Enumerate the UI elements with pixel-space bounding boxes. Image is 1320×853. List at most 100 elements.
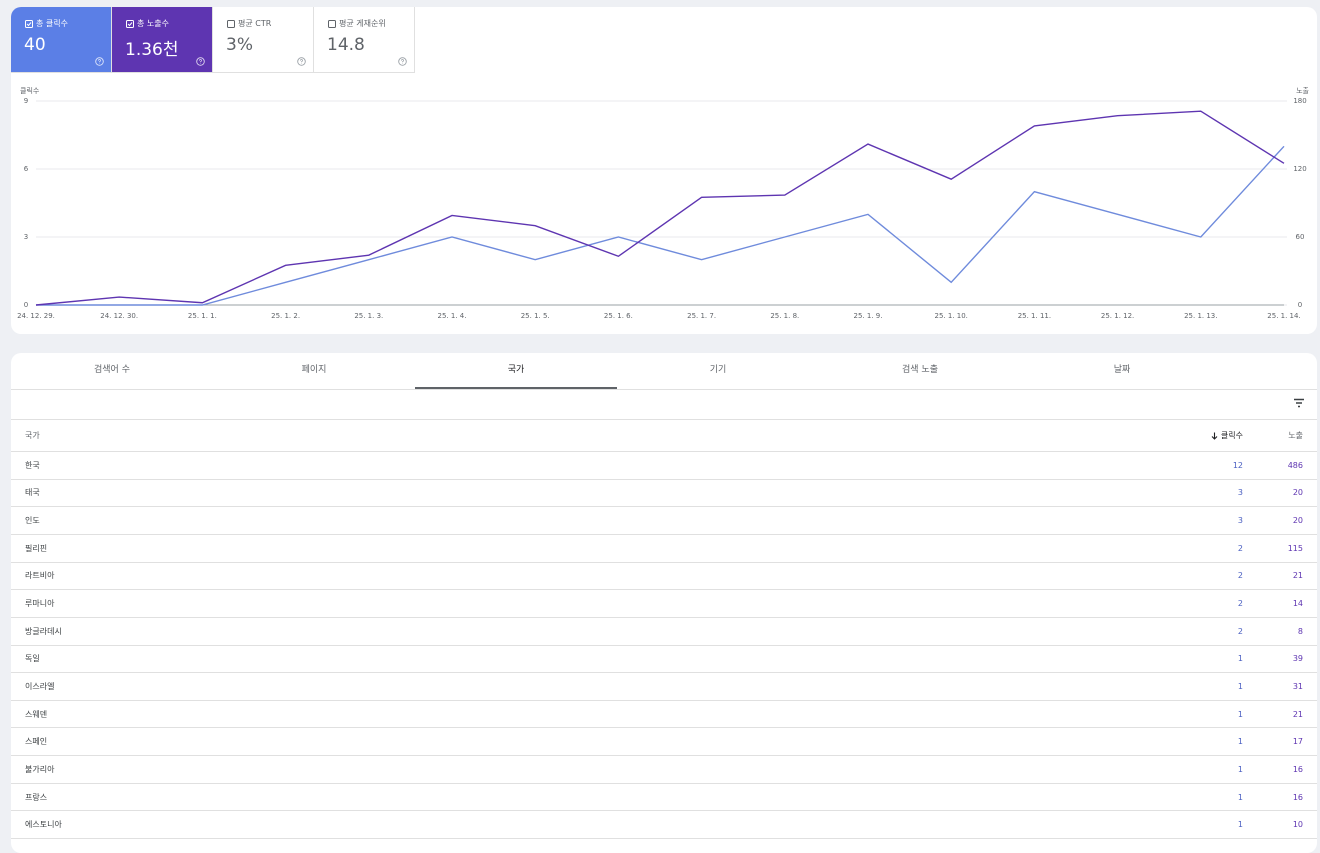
help-icon[interactable] bbox=[398, 57, 407, 66]
metric-card[interactable]: 평균 게재순위 14.8 bbox=[314, 7, 415, 73]
x-tick-label: 25. 1. 6. bbox=[604, 312, 633, 320]
table-row[interactable]: 프랑스 1 16 bbox=[11, 784, 1317, 812]
metric-label-row: 총 클릭수 bbox=[25, 18, 68, 29]
y-tick-label: 9 bbox=[24, 97, 28, 105]
x-tick-label: 25. 1. 2. bbox=[271, 312, 300, 320]
table-cell: 1 bbox=[1237, 764, 1243, 774]
table-cell: 17 bbox=[1292, 737, 1303, 747]
tab[interactable]: 기기 bbox=[709, 365, 727, 375]
table-cell: 방글라데시 bbox=[25, 626, 62, 636]
filter-bar bbox=[11, 390, 1317, 420]
checkbox[interactable] bbox=[126, 19, 134, 28]
table-row[interactable]: 필리핀 2 115 bbox=[11, 535, 1317, 563]
table-header: 국가 클릭수 노출 bbox=[11, 420, 1317, 452]
metric-label: 평균 CTR bbox=[238, 19, 272, 28]
metric-label-row: 평균 CTR bbox=[227, 18, 271, 29]
table-cell: 16 bbox=[1292, 764, 1303, 774]
tab[interactable]: 검색어 수 bbox=[94, 365, 130, 375]
help-icon[interactable] bbox=[297, 57, 306, 66]
table-row[interactable]: 방글라데시 2 8 bbox=[11, 618, 1317, 646]
table-row[interactable]: 인도 3 20 bbox=[11, 507, 1317, 535]
table-row[interactable]: 루마니아 2 14 bbox=[11, 590, 1317, 618]
column-header[interactable]: 노출 bbox=[1288, 430, 1303, 441]
table-row[interactable]: 라트비아 2 21 bbox=[11, 563, 1317, 591]
table-cell: 한국 bbox=[25, 460, 40, 470]
checkbox-box bbox=[25, 19, 33, 28]
metric-label: 총 클릭수 bbox=[36, 19, 68, 28]
table-row[interactable]: 독일 1 39 bbox=[11, 646, 1317, 674]
table-row[interactable]: 한국 12 486 bbox=[11, 452, 1317, 480]
table-cell: 2 bbox=[1237, 626, 1243, 636]
x-tick-label: 24. 12. 30. bbox=[100, 312, 138, 320]
help-circle bbox=[95, 57, 104, 66]
column-header[interactable]: 국가 bbox=[25, 430, 40, 441]
table-cell: 1 bbox=[1237, 682, 1243, 691]
y2-tick-label: 60 bbox=[1296, 233, 1305, 241]
table-cell: 1 bbox=[1237, 654, 1243, 664]
table-cell: 8 bbox=[1297, 626, 1303, 636]
tab-bar: 검색어 수 페이지 국가 기기 검색 노출 날짜 bbox=[11, 353, 1317, 390]
table-cell: 프랑스 bbox=[25, 792, 48, 802]
table-row[interactable]: 태국 3 20 bbox=[11, 480, 1317, 508]
metric-label: 평균 게재순위 bbox=[339, 19, 386, 28]
x-tick-label: 24. 12. 29. bbox=[17, 312, 55, 320]
x-tick-label: 25. 1. 1. bbox=[188, 312, 217, 320]
y2-tick-label: 180 bbox=[1293, 97, 1306, 105]
metric-label: 총 노출수 bbox=[137, 19, 169, 28]
table-row[interactable]: 스웨덴 1 21 bbox=[11, 701, 1317, 729]
tab[interactable]: 국가 bbox=[415, 353, 617, 389]
checkbox[interactable] bbox=[328, 19, 336, 28]
metric-value: 3% bbox=[226, 35, 253, 55]
table-cell: 필리핀 bbox=[25, 543, 48, 553]
x-tick-label: 25. 1. 14. bbox=[1267, 312, 1300, 320]
y-tick-label: 3 bbox=[24, 233, 28, 241]
x-tick-label: 25. 1. 7. bbox=[687, 312, 716, 320]
table-cell: 21 bbox=[1292, 709, 1303, 719]
column-header[interactable]: 클릭수 bbox=[1211, 430, 1243, 441]
help-icon[interactable] bbox=[95, 57, 104, 66]
table-row[interactable]: 불가리아 1 16 bbox=[11, 756, 1317, 784]
checkbox[interactable] bbox=[25, 19, 33, 28]
metric-card[interactable]: 총 노출수 1.36천 bbox=[112, 7, 213, 73]
table-row[interactable]: 이스라엘 1 31 bbox=[11, 673, 1317, 701]
metric-card[interactable]: 총 클릭수 40 bbox=[11, 7, 112, 73]
checkbox-box bbox=[126, 19, 134, 28]
table-cell: 라트비아 bbox=[25, 571, 55, 581]
table-cell: 독일 bbox=[25, 654, 40, 664]
table-row[interactable]: 스페인 1 17 bbox=[11, 729, 1317, 757]
series-line bbox=[35, 110, 1285, 306]
sort-arrow-path bbox=[1211, 432, 1218, 440]
table-card: 검색어 수 페이지 국가 기기 검색 노출 날짜 국가 클릭수 노출 한국 12 486 태국 3 20 인… bbox=[11, 353, 1317, 853]
tab[interactable]: 날짜 bbox=[1113, 365, 1131, 375]
performance-card: 총 클릭수 40 총 노출수 1.36천 평균 CTR 3% 평균 게재순위 14.8 0 3 6… bbox=[11, 7, 1317, 334]
x-tick-label: 25. 1. 11. bbox=[1018, 312, 1051, 320]
table-cell: 2 bbox=[1237, 543, 1243, 553]
y2-tick-label: 0 bbox=[1298, 301, 1302, 309]
table-cell: 3 bbox=[1237, 516, 1243, 526]
filter-icon[interactable] bbox=[1293, 398, 1305, 408]
checkbox-box bbox=[227, 19, 235, 28]
column-header-text: 노출 bbox=[1288, 431, 1303, 440]
table-cell: 1 bbox=[1237, 737, 1243, 747]
table-cell: 10 bbox=[1292, 820, 1303, 830]
table-row[interactable]: 에스토니아 1 10 bbox=[11, 811, 1317, 840]
tab[interactable]: 검색 노출 bbox=[902, 365, 938, 375]
x-tick-label: 25. 1. 9. bbox=[854, 312, 883, 320]
help-circle bbox=[398, 57, 407, 66]
table-cell: 1 bbox=[1237, 709, 1243, 719]
help-icon[interactable] bbox=[196, 57, 205, 66]
sort-arrow bbox=[1211, 432, 1218, 440]
tab[interactable]: 페이지 bbox=[301, 365, 327, 375]
x-tick-label: 25. 1. 13. bbox=[1184, 312, 1217, 320]
checkbox[interactable] bbox=[227, 19, 235, 28]
table-cell: 루마니아 bbox=[25, 599, 55, 609]
x-tick-label: 25. 1. 5. bbox=[521, 312, 550, 320]
metric-value: 40 bbox=[24, 35, 46, 55]
y2-tick-label: 120 bbox=[1293, 165, 1306, 173]
help-circle bbox=[297, 57, 306, 66]
x-tick-label: 25. 1. 3. bbox=[354, 312, 383, 320]
metric-card[interactable]: 평균 CTR 3% bbox=[213, 7, 314, 73]
checkbox-check bbox=[127, 21, 133, 26]
help-mark bbox=[400, 59, 404, 64]
